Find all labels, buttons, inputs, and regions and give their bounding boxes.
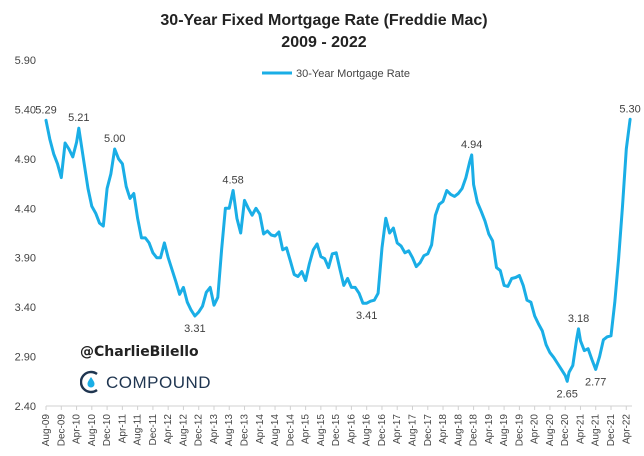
x-tick-label: Aug-18	[453, 414, 464, 447]
company-name: COMPOUND	[106, 373, 212, 392]
x-tick-label: Aug-12	[178, 414, 189, 447]
company-brand: COMPOUND	[80, 370, 240, 398]
series-line-0	[44, 117, 632, 383]
x-tick-label: Apr-20	[530, 414, 541, 444]
x-tick-label: Apr-16	[346, 414, 357, 444]
x-tick-label: Dec-20	[560, 414, 571, 447]
x-tick-label: Apr-19	[484, 414, 495, 444]
x-tick-label: Aug-15	[316, 414, 327, 447]
x-tick-label: Dec-13	[240, 414, 251, 447]
x-tick-label: Aug-14	[270, 414, 281, 447]
data-label: 4.94	[461, 139, 482, 151]
x-tick-label: Aug-20	[545, 414, 556, 447]
x-tick-label: Aug-13	[224, 414, 235, 447]
x-tick-label: Dec-09	[56, 414, 67, 447]
x-tick-label: Aug-19	[499, 414, 510, 447]
data-label: 2.77	[585, 376, 606, 388]
x-tick-label: Apr-17	[392, 414, 403, 444]
chart-subtitle: 2009 - 2022	[281, 34, 367, 51]
data-label: 5.30	[619, 103, 640, 115]
y-tick-label: 4.40	[15, 203, 36, 215]
x-tick-label: Dec-15	[331, 414, 342, 447]
x-tick-label: Apr-14	[255, 414, 266, 444]
x-tick-label: Apr-18	[438, 414, 449, 444]
x-tick-label: Dec-19	[514, 414, 525, 447]
series-layer	[44, 117, 632, 383]
legend: 30-Year Mortgage Rate	[262, 68, 410, 80]
y-tick-label: 5.40	[15, 104, 36, 116]
x-tick-label: Aug-16	[362, 414, 373, 447]
x-tick-label: Dec-17	[423, 414, 434, 447]
x-tick-label: Dec-10	[102, 414, 113, 447]
x-tick-label: Dec-11	[148, 414, 159, 446]
data-label: 2.65	[556, 388, 577, 400]
x-axis: Aug-09 Dec-09 Apr-10 Aug-10 Dec-10 Apr-11 Aug-…	[41, 405, 632, 447]
x-tick-label: Apr-22	[621, 414, 632, 444]
data-label: 5.21	[68, 112, 89, 124]
y-axis: 5.90 5.40 4.90 4.40 3.90 3.40 2.90 2.40	[15, 55, 36, 413]
twitter-handle: @CharlieBilello	[80, 344, 199, 360]
x-tick-label: Apr-15	[301, 414, 312, 444]
chart-title: 30-Year Fixed Mortgage Rate (Freddie Mac…	[160, 12, 487, 29]
x-tick-label: Aug-17	[407, 414, 418, 447]
x-tick-label: Apr-10	[72, 414, 83, 444]
x-tick-label: Apr-13	[209, 414, 220, 444]
data-label: 5.29	[35, 104, 56, 116]
data-label: 4.58	[222, 174, 243, 186]
annotations-layer: 5.29 5.21 5.00 3.31 4.58 3.41 4.94 2.65 3.18 2.77…	[35, 103, 640, 400]
x-tick-label: Dec-21	[606, 414, 617, 447]
data-label: 3.41	[356, 310, 377, 322]
data-label: 3.18	[568, 313, 589, 325]
x-tick-label: Aug-21	[591, 414, 602, 447]
y-tick-label: 3.40	[15, 302, 36, 314]
x-tick-label: Dec-16	[377, 414, 388, 447]
y-tick-label: 3.90	[15, 253, 36, 265]
y-tick-label: 5.90	[15, 55, 36, 67]
x-tick-label: Dec-18	[469, 414, 480, 447]
x-tick-label: Apr-21	[575, 414, 586, 444]
y-tick-label: 2.90	[15, 352, 36, 364]
data-label: 3.31	[184, 323, 205, 335]
y-tick-label: 4.90	[15, 154, 36, 166]
x-tick-label: Dec-12	[194, 414, 205, 447]
x-tick-label: Aug-11	[133, 414, 144, 446]
x-tick-label: Apr-11	[117, 414, 128, 444]
x-tick-label: Apr-12	[163, 414, 174, 444]
x-tick-label: Aug-09	[41, 414, 52, 447]
data-label: 5.00	[104, 133, 125, 145]
x-tick-label: Aug-10	[87, 414, 98, 447]
y-tick-label: 2.40	[15, 401, 36, 413]
legend-label: 30-Year Mortgage Rate	[296, 68, 410, 80]
compound-logo-icon	[80, 370, 98, 394]
x-tick-label: Dec-14	[285, 414, 296, 447]
